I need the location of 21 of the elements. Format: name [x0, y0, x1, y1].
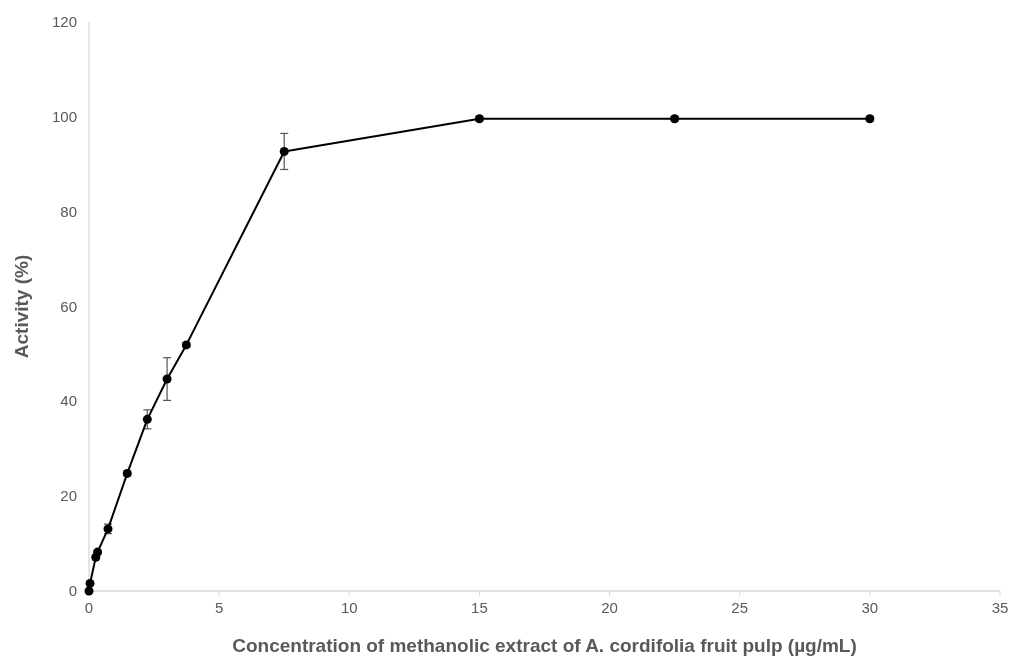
point [142, 414, 152, 424]
x-tick-label: 10 [340, 599, 358, 616]
y-tick-label: 20 [60, 487, 77, 505]
y-tick-label: 40 [60, 392, 77, 410]
x-tick-label: 25 [731, 599, 749, 616]
point [85, 578, 95, 588]
y-tick-label: 0 [68, 582, 77, 599]
x-tick-label: 15 [471, 599, 488, 616]
y-tick-label: 80 [60, 202, 77, 220]
point [279, 146, 289, 156]
x-axis-title: Concentration of methanolic extract of A. cordifolia fruit pulp (µg/mL) [232, 635, 857, 656]
x-tick-label: 20 [601, 599, 618, 616]
y-tick-label: 100 [51, 107, 77, 125]
point [162, 374, 172, 384]
x-tick-label: 5 [214, 599, 224, 616]
x-tick-label: 35 [991, 599, 1009, 616]
x-tick-label: 0 [84, 599, 94, 616]
y-axis-title: Activity (%) [11, 254, 32, 359]
y-tick-label: 120 [51, 13, 77, 30]
x-tick-label: 30 [861, 599, 879, 616]
y-tick-label: 60 [60, 297, 77, 315]
